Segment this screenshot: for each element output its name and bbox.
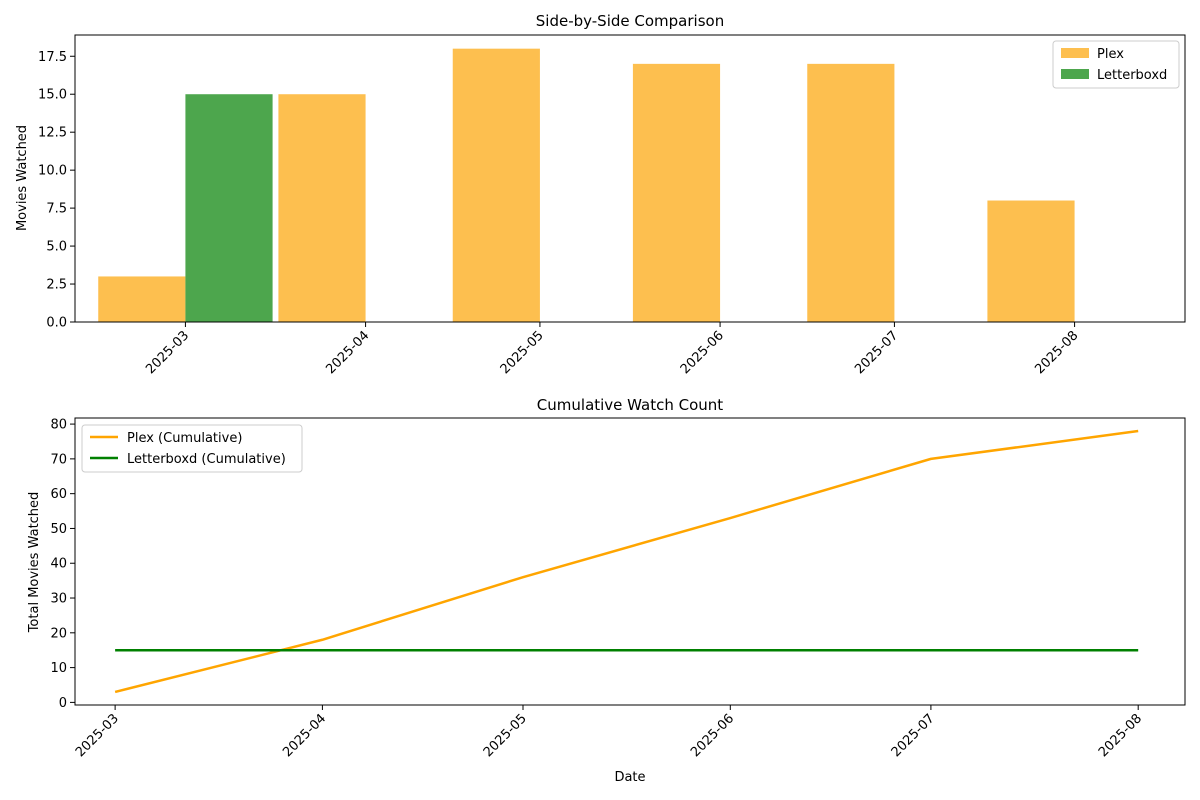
- bar-plex: [632, 63, 721, 322]
- legend: Plex Letterboxd: [1052, 40, 1180, 89]
- y-tick-label: 40: [50, 557, 67, 572]
- x-axis-label: Date: [614, 770, 645, 785]
- y-tick-label: 60: [50, 487, 67, 502]
- legend-swatch-plex: [1061, 48, 1089, 58]
- y-tick-label: 80: [50, 418, 67, 433]
- y-tick-label: 20: [50, 626, 67, 641]
- y-tick-label: 0: [59, 696, 67, 711]
- bar-plex: [278, 94, 366, 322]
- bar-plex: [807, 63, 895, 322]
- y-tick-label: 2.5: [46, 278, 67, 293]
- y-axis: 0 10 20 30 40 50 60 70 80: [50, 418, 75, 711]
- bar-plex: [98, 276, 186, 322]
- y-tick-label: 30: [50, 592, 67, 607]
- y-tick-label: 5.0: [46, 240, 67, 255]
- y-tick-label: 50: [50, 522, 67, 537]
- legend-swatch-letterboxd: [1061, 69, 1089, 79]
- legend-box: [81, 424, 303, 473]
- legend-label-letterboxd-cumulative: Letterboxd (Cumulative): [127, 452, 286, 467]
- legend-label-letterboxd: Letterboxd: [1097, 68, 1167, 83]
- lines: [114, 429, 1139, 694]
- y-tick-label: 12.5: [38, 126, 67, 141]
- legend: Plex (Cumulative) Letterboxd (Cumulative…: [81, 424, 303, 473]
- y-tick-label: 10.0: [38, 164, 67, 179]
- y-tick-label: 0.0: [46, 316, 67, 331]
- plot-frame: [74, 417, 1186, 706]
- bar-letterboxd: [185, 94, 273, 322]
- bars: [98, 48, 1075, 323]
- y-tick-label: 10: [50, 661, 67, 676]
- y-tick-label: 17.5: [38, 50, 67, 65]
- bar-plex: [987, 200, 1075, 322]
- y-tick-label: 7.5: [46, 202, 67, 217]
- legend-label-plex: Plex: [1097, 47, 1124, 62]
- y-axis-label: Movies Watched: [15, 125, 30, 231]
- y-axis-label: Total Movies Watched: [27, 492, 42, 634]
- legend-label-plex-cumulative: Plex (Cumulative): [127, 431, 242, 446]
- y-tick-label: 15.0: [38, 88, 67, 103]
- line-plex-cumulative: [114, 429, 1139, 694]
- chart-title: Side-by-Side Comparison: [536, 12, 724, 30]
- y-tick-label: 70: [50, 452, 67, 467]
- chart-title: Cumulative Watch Count: [537, 396, 724, 414]
- y-axis: 0.0 2.5 5.0 7.5 10.0 12.5 15.0 17.5: [38, 50, 75, 331]
- bar-plex: [452, 48, 540, 323]
- plot-frame: [74, 34, 1186, 323]
